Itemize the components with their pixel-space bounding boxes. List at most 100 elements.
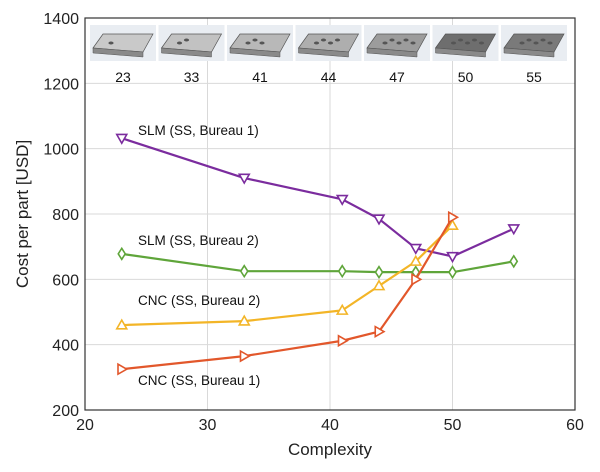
part-feature: [320, 38, 327, 42]
part-feature: [471, 38, 478, 42]
part-feature: [457, 38, 464, 42]
data-point: [507, 224, 521, 236]
series-label-slm-bureau-2: SLM (SS, Bureau 2): [138, 233, 259, 248]
data-point: [337, 264, 347, 279]
part-feature: [410, 41, 416, 45]
part-block-side: [161, 47, 212, 58]
part-feature: [464, 41, 471, 45]
part-thumbnails: 23 33 41 44 47 50 55: [90, 25, 567, 85]
part-block-side: [366, 47, 418, 58]
part-feature: [259, 41, 265, 45]
part-feature: [540, 38, 546, 42]
series-group: [117, 210, 460, 376]
y-tick-label: 800: [52, 207, 79, 224]
part-block-side: [503, 47, 555, 58]
x-tick-label: 50: [444, 417, 462, 434]
tick-labels: 20 30 40 50 60 200 400 600 800 1000 1200 1400: [43, 11, 584, 434]
part-block-side: [92, 47, 144, 58]
part-thumbnail: 50: [432, 25, 499, 85]
part-thumbnail: 33: [158, 25, 225, 85]
thumbnail-label: 44: [321, 69, 337, 85]
y-axis-title: Cost per part [USD]: [13, 140, 32, 288]
part-feature: [313, 41, 320, 45]
data-point: [409, 243, 423, 255]
part-block-side: [229, 47, 281, 58]
x-tick-label: 60: [566, 417, 584, 434]
thumbnail-label: 33: [184, 69, 200, 85]
part-block-side: [298, 47, 349, 58]
part-block-side: [435, 47, 486, 58]
data-point: [117, 246, 127, 261]
part-feature: [108, 41, 114, 45]
data-point: [447, 210, 460, 224]
part-feature: [478, 41, 485, 45]
data-point: [446, 218, 459, 230]
thumbnail-label: 47: [389, 69, 405, 85]
part-thumbnail: 41: [227, 25, 293, 85]
series-label-slm-bureau-1: SLM (SS, Bureau 1): [138, 123, 259, 138]
part-thumbnail: 44: [295, 25, 362, 85]
part-feature: [403, 38, 409, 42]
y-tick-label: 1400: [43, 11, 79, 28]
data-point: [448, 265, 457, 280]
part-thumbnail: 23: [90, 25, 156, 85]
series-group: [115, 133, 521, 264]
data-point: [374, 325, 386, 338]
series-group: [115, 218, 459, 330]
x-tick-label: 40: [321, 417, 339, 434]
data-point: [239, 264, 249, 279]
thumbnail-label: 55: [526, 69, 542, 85]
series-line: [121, 216, 454, 371]
data-point: [237, 314, 251, 326]
thumbnail-label: 41: [252, 69, 268, 85]
part-feature: [547, 41, 553, 45]
data-point: [446, 251, 459, 264]
data-point: [335, 194, 349, 206]
part-feature: [396, 41, 402, 45]
data-point: [115, 318, 129, 330]
part-feature: [389, 38, 395, 42]
part-feature: [450, 41, 457, 45]
series-line: [121, 224, 454, 327]
plot-frame: [84, 17, 576, 411]
x-tick-label: 30: [199, 417, 217, 434]
part-thumbnail: 47: [364, 25, 430, 85]
data-point: [372, 279, 386, 291]
data-point: [411, 272, 423, 286]
data-point: [372, 214, 386, 226]
part-feature: [526, 38, 532, 42]
thumbnail-label: 50: [458, 69, 474, 85]
part-feature: [334, 38, 341, 42]
grid: [85, 18, 575, 410]
data-point: [117, 362, 129, 376]
y-tick-label: 1000: [43, 142, 79, 159]
series-group: [117, 246, 519, 280]
thumbnail-label: 23: [115, 69, 131, 85]
y-tick-label: 200: [52, 403, 79, 420]
x-axis-title: Complexity: [288, 440, 373, 459]
part-feature: [245, 41, 251, 45]
y-tick-label: 400: [52, 338, 79, 355]
data-point: [509, 254, 519, 269]
series-label-cnc-bureau-2: CNC (SS, Bureau 2): [138, 293, 260, 308]
y-tick-label: 1200: [43, 76, 79, 93]
part-feature: [327, 41, 334, 45]
y-tick-label: 600: [52, 272, 79, 289]
series-layer: [115, 133, 521, 376]
part-thumbnail: 55: [501, 25, 567, 85]
series-label-cnc-bureau-1: CNC (SS, Bureau 1): [138, 373, 260, 388]
data-point: [115, 133, 129, 145]
data-point: [409, 254, 423, 266]
part-feature: [176, 41, 183, 45]
data-point: [335, 303, 349, 315]
part-feature: [252, 38, 258, 42]
x-tick-label: 20: [76, 417, 94, 434]
data-point: [337, 334, 349, 348]
part-feature: [533, 41, 539, 45]
part-feature: [519, 41, 525, 45]
data-point: [237, 173, 251, 185]
part-feature: [382, 41, 388, 45]
data-point: [239, 349, 251, 363]
